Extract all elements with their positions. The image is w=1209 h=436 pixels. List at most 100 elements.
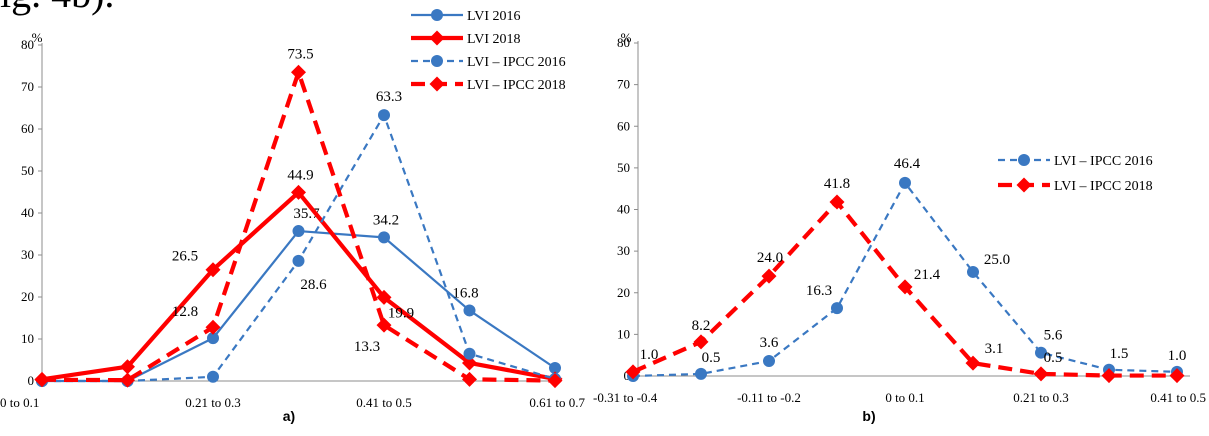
chart-panel-a: 0 10 20 30 40 50 60 70 80% 0 to 0.1 0.21 to 0.3 0.4… [0,9,585,424]
data-label: 41.8 [824,176,850,192]
data-point [463,304,476,317]
x-tick-label: 0 to 0.1 [885,390,924,405]
y-tick-label: 40 [21,205,34,220]
data-point [462,355,477,371]
data-point [763,355,775,368]
data-point [120,372,135,388]
data-point [695,367,707,380]
legend-label: LVI – IPCC 2018 [1054,179,1153,194]
legend: LVI – IPCC 2016 LVI – IPCC 2018 [998,154,1153,194]
data-point [376,289,392,305]
y-tick-label: 70 [21,79,34,94]
y-tick-label: 60 [21,121,34,136]
legend-marker [429,76,445,92]
data-label: 3.6 [760,335,779,351]
data-point [207,370,219,383]
data-point [462,371,477,387]
legend-marker [431,55,443,67]
y-tick-label: 30 [617,243,630,258]
data-point [1035,346,1047,359]
data-point [625,364,641,380]
series-lvi-ipcc-2018 [34,64,563,389]
data-point [205,262,221,278]
x-tick-label: 0.21 to 0.3 [185,395,241,410]
x-tick-label: 0.61 to 0.7 [529,395,585,410]
data-label: 19.9 [388,305,414,321]
legend-label: LVI – IPCC 2018 [467,78,566,93]
data-label: 63.3 [376,89,402,105]
series-lvi-ipcc-2016 [36,109,561,387]
y-tick-label: 80 [617,35,630,50]
data-point [1101,368,1117,384]
data-point [1169,368,1185,384]
x-tick-label: 0.21 to 0.3 [1013,390,1069,405]
data-label: 12.8 [172,304,198,320]
data-label: 46.4 [894,156,921,172]
page-text-fragment: ig. 4b). [0,0,114,17]
series-line [42,114,556,383]
data-point [829,194,845,210]
x-tick-label: 0.41 to 0.5 [356,395,412,410]
y-tick-label: 80 [21,37,34,52]
data-label: 1.0 [1168,348,1187,364]
data-label: 34.2 [373,212,399,228]
y-tick-label: 20 [617,285,630,300]
data-point [1033,366,1049,382]
legend-label: LVI 2016 [467,9,521,24]
y-tick-label: 60 [617,118,630,133]
panel-label: a) [283,408,295,424]
data-label: 26.5 [172,249,198,265]
legend-label: LVI 2018 [467,32,521,47]
x-tick-label: 0.41 to 0.5 [1150,390,1206,405]
legend-label: LVI – IPCC 2016 [1054,154,1153,169]
data-label: 0.5 [1044,350,1063,366]
data-point [205,319,221,335]
data-label: 3.1 [985,341,1004,357]
data-label: 0.5 [702,350,721,366]
data-point [761,268,777,284]
series-lvi-ipcc-2018 [625,194,1185,384]
y-tick-label: 40 [617,202,630,217]
x-tick-label: 0 to 0.1 [0,395,39,410]
y-tick-label: 0 [28,373,35,388]
data-label: 13.3 [354,339,380,355]
data-label: 44.9 [287,167,313,183]
legend-marker [1018,154,1030,166]
data-label: 25.0 [984,252,1010,268]
y-axis-label: % [621,30,632,45]
data-point [34,372,50,388]
chart-panel-b: 0 10 20 30 40 50 60 70 80% -0.31 to -0.4 -0.11 to … [593,30,1206,424]
x-tick-label: -0.11 to -0.2 [737,390,801,405]
data-point [207,332,219,345]
data-point [120,359,135,375]
y-tick-label: 50 [21,163,34,178]
data-point [292,225,305,238]
data-point [547,373,563,389]
data-label: 73.5 [287,46,313,62]
data-point [897,279,913,295]
y-tick-label: 10 [617,326,630,341]
legend-marker [431,9,443,21]
y-tick-label: 50 [617,160,630,175]
data-label: 21.4 [914,267,941,283]
data-label: 28.6 [300,277,327,293]
data-label: 24.0 [757,250,783,266]
data-point [831,302,843,315]
legend-marker [1016,177,1032,193]
data-point [378,231,390,244]
y-axis-label: % [32,30,43,45]
data-point [693,334,709,350]
data-point [549,361,561,374]
data-point [291,64,306,80]
panel-label: b) [862,408,875,424]
series-line [42,229,556,383]
legend: LVI 2016 LVI 2018 LVI – IPCC 2016 LVI – IPC… [411,9,566,93]
data-point [292,254,305,267]
y-tick-label: 30 [21,247,34,262]
data-point [376,317,392,333]
data-point [899,176,911,189]
data-label: 16.3 [806,283,832,299]
series-lvi-2016 [36,225,561,387]
data-label: 16.8 [452,285,478,301]
